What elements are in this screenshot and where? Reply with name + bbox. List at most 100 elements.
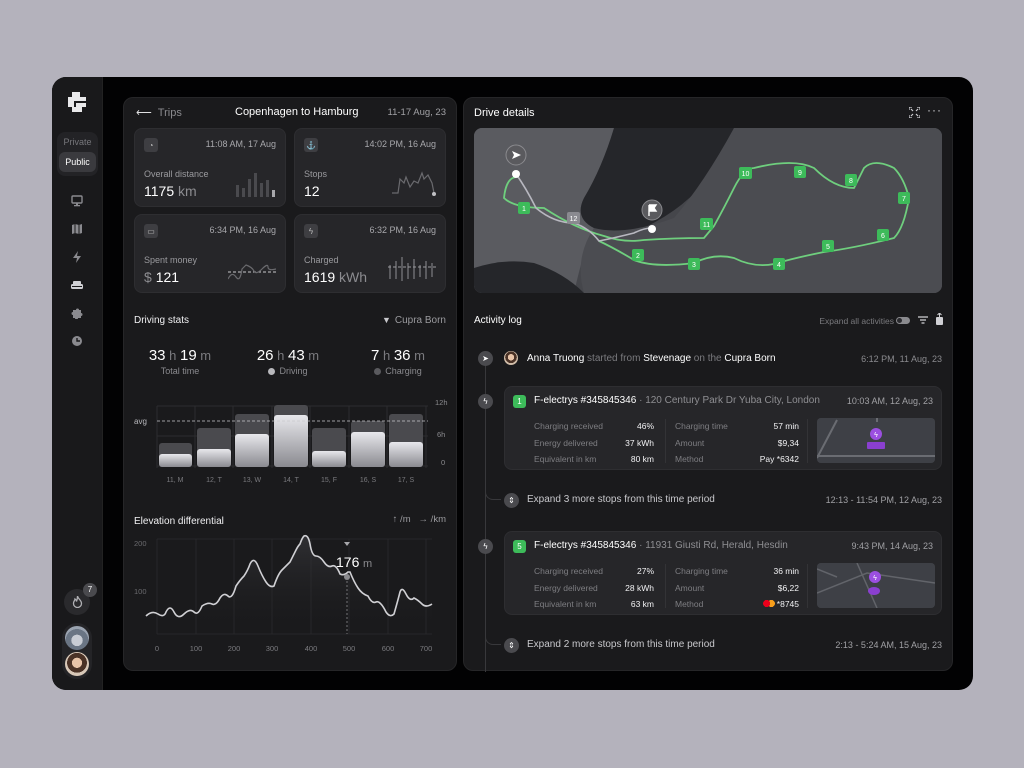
user-avatar[interactable] bbox=[65, 652, 89, 676]
filter-icon[interactable] bbox=[918, 315, 928, 325]
svg-text:500: 500 bbox=[343, 644, 356, 653]
visibility-toggle: Private Public bbox=[57, 132, 98, 176]
stat-value: 12 bbox=[304, 183, 320, 199]
svg-text:m: m bbox=[363, 558, 372, 570]
lightning-icon[interactable] bbox=[69, 249, 85, 265]
fire-icon bbox=[72, 596, 82, 608]
expand-stops-row-2[interactable]: Expand 2 more stops from this time perio… bbox=[527, 639, 942, 650]
start-event-time: 6:12 PM, 11 Aug, 23 bbox=[861, 354, 942, 364]
start-place[interactable]: Stevenage bbox=[643, 353, 692, 364]
svg-text:400: 400 bbox=[305, 644, 318, 653]
stat-card-distance[interactable]: ◔ 11:08 AM, 17 Aug Overall distance 1175… bbox=[134, 128, 286, 207]
back-to-trips-link[interactable]: ⟵ Trips bbox=[136, 107, 182, 119]
svg-text:11: 11 bbox=[703, 222, 710, 229]
svg-text:3: 3 bbox=[692, 262, 696, 269]
driving-time-stat: 26 h 43 m Driving bbox=[256, 347, 320, 376]
avatar-stack bbox=[62, 623, 92, 679]
stat-card-money[interactable]: ▭ 6:34 PM, 16 Aug Spent money $ 121 bbox=[134, 214, 286, 293]
charging-time-stat: 7 h 36 m Charging bbox=[371, 347, 425, 376]
anna-avatar bbox=[504, 351, 518, 365]
stat-label: Overall distance bbox=[144, 169, 209, 179]
monitor-icon[interactable] bbox=[69, 193, 85, 209]
stat-card-charged[interactable]: ϟ 6:32 PM, 16 Aug Charged 1619 kWh bbox=[294, 214, 446, 293]
svg-text:16, S: 16, S bbox=[360, 477, 377, 484]
charge-card-5[interactable]: 5 F-electrys #345845346 · 11931 Giusti R… bbox=[504, 531, 942, 615]
station-map-thumbnail[interactable]: ϟ bbox=[817, 563, 935, 608]
speedometer-icon: ◔ bbox=[144, 138, 158, 152]
streak-button[interactable]: 7 bbox=[64, 583, 97, 615]
driving-stats-title: Driving stats bbox=[134, 315, 190, 326]
stat-timestamp: 6:34 PM, 16 Aug bbox=[209, 225, 276, 235]
elevation-units: ↑ /m → /km bbox=[393, 514, 446, 525]
svg-text:15, F: 15, F bbox=[321, 477, 337, 484]
finish-flag-icon bbox=[648, 204, 658, 216]
more-options-icon[interactable]: ··· bbox=[927, 103, 942, 117]
charge-time: 10:03 AM, 12 Aug, 23 bbox=[846, 396, 933, 406]
svg-text:300: 300 bbox=[266, 644, 279, 653]
stat-value: 1619 kWh bbox=[304, 269, 368, 285]
expand-all-toggle[interactable] bbox=[896, 317, 910, 324]
stat-timestamp: 6:32 PM, 16 Aug bbox=[369, 225, 436, 235]
svg-text:14, T: 14, T bbox=[283, 477, 300, 484]
driving-stats-bar-chart: avg 12h 6h 0 11, M 12, T 13, W 14, T 15, F 16, … bbox=[134, 398, 448, 484]
svg-text:0: 0 bbox=[155, 644, 159, 653]
svg-text:12h: 12h bbox=[435, 398, 448, 407]
svg-text:6: 6 bbox=[881, 233, 885, 240]
station-address: 11931 Giusti Rd, Herald, Hesdin bbox=[645, 540, 788, 551]
start-icon bbox=[512, 151, 521, 159]
unit-x-label: → /km bbox=[418, 514, 446, 525]
svg-text:200: 200 bbox=[228, 644, 241, 653]
svg-text:ϟ: ϟ bbox=[873, 575, 877, 582]
drive-details-title: Drive details bbox=[474, 107, 535, 119]
charge-event-icon: ϟ bbox=[478, 394, 493, 409]
route-map[interactable]: 1 2 3 4 5 6 7 8 9 10 11 12 bbox=[474, 128, 942, 293]
notification-badge: 7 bbox=[83, 583, 97, 597]
stat-value: 1175 km bbox=[144, 183, 197, 199]
timeline-line bbox=[485, 366, 486, 672]
charging-legend-dot bbox=[374, 368, 382, 375]
stop-number-badge: 5 bbox=[513, 540, 526, 553]
clock-icon[interactable] bbox=[69, 333, 85, 349]
svg-text:8: 8 bbox=[849, 178, 853, 185]
puzzle-icon[interactable] bbox=[69, 305, 85, 321]
stat-card-stops[interactable]: ⚓ 14:02 PM, 16 Aug Stops 12 bbox=[294, 128, 446, 207]
svg-text:0: 0 bbox=[441, 458, 445, 467]
car-icon[interactable] bbox=[69, 277, 85, 293]
vehicle-selector[interactable]: ▼ Cupra Born bbox=[381, 315, 446, 326]
svg-text:100: 100 bbox=[134, 587, 147, 596]
mastercard-icon bbox=[762, 600, 775, 607]
user-name[interactable]: Anna Truong bbox=[527, 353, 585, 364]
public-option[interactable]: Public bbox=[59, 152, 96, 172]
svg-text:100: 100 bbox=[190, 644, 203, 653]
station-map-thumbnail[interactable]: ϟ bbox=[817, 418, 935, 463]
stat-timestamp: 11:08 AM, 17 Aug bbox=[205, 139, 276, 149]
vehicle-name[interactable]: Cupra Born bbox=[724, 353, 776, 364]
svg-text:176: 176 bbox=[336, 554, 360, 570]
svg-text:5: 5 bbox=[826, 244, 830, 251]
private-option[interactable]: Private bbox=[63, 137, 92, 147]
svg-text:4: 4 bbox=[777, 262, 781, 269]
svg-text:avg: avg bbox=[134, 417, 147, 426]
svg-text:6h: 6h bbox=[437, 430, 445, 439]
fullscreen-icon[interactable] bbox=[909, 107, 920, 118]
stat-timestamp: 14:02 PM, 16 Aug bbox=[364, 139, 436, 149]
expand-icon[interactable]: ⇕ bbox=[504, 638, 519, 653]
expand-icon[interactable]: ⇕ bbox=[504, 493, 519, 508]
svg-text:17, S: 17, S bbox=[398, 477, 415, 484]
charge-card-1[interactable]: 1 F-electrys #345845346 · 120 Century Pa… bbox=[504, 386, 942, 470]
export-icon[interactable] bbox=[935, 313, 944, 325]
total-time-stat: 33 h 19 m Total time bbox=[148, 347, 212, 376]
svg-text:1: 1 bbox=[522, 206, 526, 213]
arrow-left-icon: ⟵ bbox=[136, 107, 152, 119]
map-icon[interactable] bbox=[69, 221, 85, 237]
svg-text:12, T: 12, T bbox=[206, 477, 223, 484]
svg-text:600: 600 bbox=[382, 644, 395, 653]
vehicle-avatar[interactable] bbox=[65, 626, 89, 650]
app-window: Private Public 7 ⟵ T bbox=[52, 77, 973, 690]
station-name: F-electrys #345845346 bbox=[534, 540, 637, 551]
svg-text:700: 700 bbox=[420, 644, 433, 653]
expand-stops-row-1[interactable]: Expand 3 more stops from this time perio… bbox=[527, 494, 942, 505]
trip-date-range: 11-17 Aug, 23 bbox=[387, 107, 446, 118]
unit-y-label: ↑ /m bbox=[392, 514, 411, 525]
svg-text:9: 9 bbox=[798, 170, 802, 177]
